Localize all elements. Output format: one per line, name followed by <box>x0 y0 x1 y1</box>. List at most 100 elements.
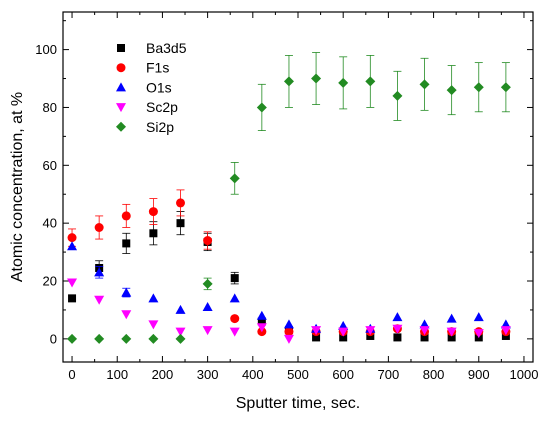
legend-label: Ba3d5 <box>146 40 187 56</box>
data-point-o1s <box>67 241 78 251</box>
data-point-f1s <box>67 233 77 243</box>
data-point-si2p <box>94 333 105 344</box>
data-point-sc2p <box>67 278 78 288</box>
data-point-sc2p <box>392 324 403 334</box>
x-tick-label: 700 <box>378 367 400 382</box>
data-point-ba3d5 <box>68 294 77 303</box>
data-point-o1s <box>148 293 159 303</box>
data-point-sc2p <box>175 327 186 337</box>
data-point-o1s <box>419 319 430 329</box>
legend-marker <box>116 103 126 113</box>
x-tick-label: 0 <box>68 367 75 382</box>
legend-marker <box>116 82 126 92</box>
x-tick-label: 400 <box>242 367 264 382</box>
data-point-si2p <box>365 76 376 87</box>
y-tick-label: 100 <box>35 42 57 57</box>
data-point-ba3d5 <box>230 274 239 283</box>
x-tick-label: 900 <box>468 367 490 382</box>
data-point-si2p <box>311 73 322 84</box>
y-tick-label: 0 <box>50 331 57 346</box>
data-point-si2p <box>473 82 484 93</box>
tick-layer: 0 100 200 300 400 500 600 700 800 900 1000 0 20 40 60 8… <box>35 12 538 382</box>
legend-item-o1s: O1s <box>116 79 172 95</box>
series-layer <box>67 52 511 344</box>
data-point-f1s <box>94 222 104 232</box>
data-point-sc2p <box>148 320 159 330</box>
series-sc2p <box>67 278 511 344</box>
data-point-ba3d5 <box>149 229 158 238</box>
legend-item-ba3d5: Ba3d5 <box>117 40 187 56</box>
legend-marker <box>117 44 125 52</box>
x-tick-label: 500 <box>287 367 309 382</box>
data-point-si2p <box>500 82 511 93</box>
y-axis-label: Atomic concentration, at % <box>9 92 26 282</box>
x-tick-label: 300 <box>197 367 219 382</box>
data-point-ba3d5 <box>447 333 456 342</box>
data-point-o1s <box>392 312 403 322</box>
data-point-ba3d5 <box>312 333 321 342</box>
data-point-ba3d5 <box>257 317 266 326</box>
y-tick-label: 40 <box>43 216 57 231</box>
data-point-si2p <box>175 333 186 344</box>
data-point-o1s <box>121 287 132 297</box>
data-point-si2p <box>446 85 457 96</box>
x-tick-label: 1000 <box>510 367 539 382</box>
data-point-sc2p <box>338 327 349 337</box>
legend: Ba3d5 F1s O1s Sc2p Si2p <box>116 40 187 135</box>
x-tick-label: 800 <box>423 367 445 382</box>
series-si2p <box>67 52 511 344</box>
data-point-f1s <box>148 207 158 217</box>
data-point-o1s <box>202 302 213 312</box>
legend-label: Si2p <box>146 119 174 135</box>
data-point-si2p <box>148 333 159 344</box>
data-point-o1s <box>94 267 105 277</box>
data-point-sc2p <box>229 327 240 337</box>
legend-item-sc2p: Sc2p <box>116 99 178 115</box>
data-point-f1s <box>121 211 131 221</box>
data-point-si2p <box>202 278 213 289</box>
data-point-si2p <box>283 76 294 87</box>
legend-label: O1s <box>146 79 172 95</box>
data-point-si2p <box>121 333 132 344</box>
data-point-sc2p <box>202 326 213 336</box>
legend-label: Sc2p <box>146 99 178 115</box>
data-point-o1s <box>446 313 457 323</box>
data-point-ba3d5 <box>176 219 185 228</box>
data-point-sc2p <box>256 323 267 333</box>
data-point-sc2p <box>311 326 322 336</box>
y-tick-label: 60 <box>43 158 57 173</box>
data-point-sc2p <box>419 326 430 336</box>
legend-item-f1s: F1s <box>116 60 169 76</box>
data-point-ba3d5 <box>339 333 348 342</box>
data-point-sc2p <box>473 329 484 339</box>
data-point-ba3d5 <box>393 333 402 342</box>
data-point-o1s <box>473 312 484 322</box>
data-point-sc2p <box>121 310 132 320</box>
x-axis-label: Sputter time, sec. <box>236 395 361 412</box>
y-tick-label: 20 <box>43 274 57 289</box>
data-point-si2p <box>392 90 403 101</box>
legend-item-si2p: Si2p <box>116 119 174 135</box>
plot-frame <box>62 11 534 363</box>
data-point-o1s <box>175 304 186 314</box>
data-point-ba3d5 <box>420 333 429 342</box>
data-point-o1s <box>229 293 240 303</box>
x-tick-label: 600 <box>332 367 354 382</box>
x-tick-label: 100 <box>106 367 128 382</box>
series-o1s <box>67 241 511 333</box>
data-point-sc2p <box>500 326 511 336</box>
data-point-o1s <box>338 320 349 330</box>
data-point-sc2p <box>365 326 376 336</box>
legend-marker <box>116 63 126 73</box>
data-point-o1s <box>256 310 267 320</box>
data-point-f1s <box>203 236 213 246</box>
data-point-ba3d5 <box>122 239 131 248</box>
data-point-si2p <box>338 77 349 88</box>
data-point-f1s <box>176 198 185 208</box>
data-point-o1s <box>283 319 294 329</box>
legend-label: F1s <box>146 60 169 76</box>
data-point-si2p <box>67 333 78 344</box>
data-point-f1s <box>284 327 294 337</box>
y-tick-label: 80 <box>43 100 57 115</box>
